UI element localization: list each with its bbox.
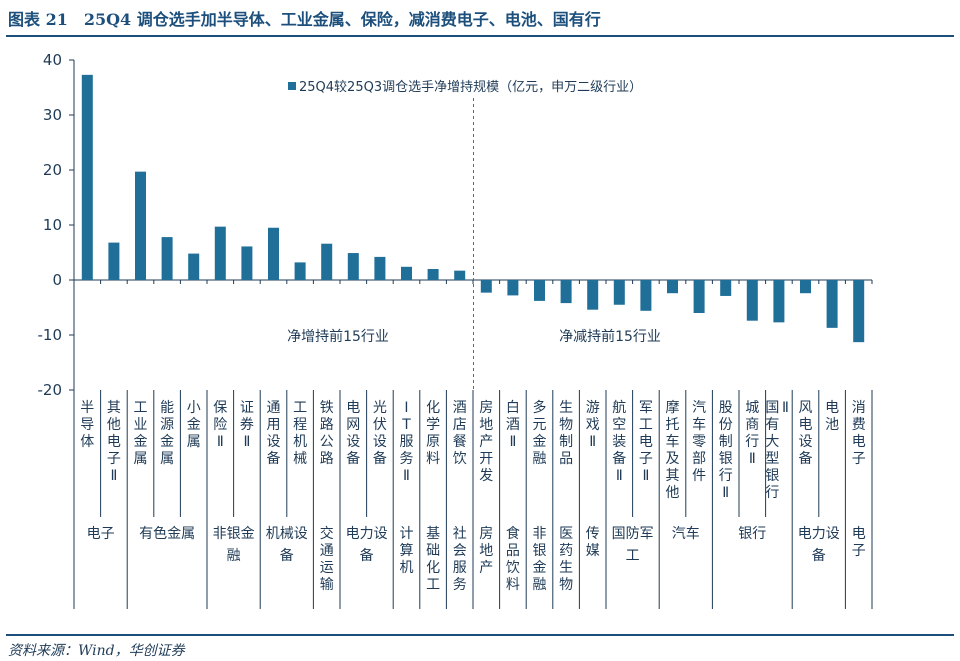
category-label: 证券 Ⅱ [240,400,254,450]
category-label: 白酒 Ⅱ [506,400,520,450]
bar-16 [480,280,492,293]
category-label: 城商行 Ⅱ [745,400,759,467]
group-label: 食品饮料 [506,525,520,593]
bar-22 [640,280,652,311]
source-note: 资料来源：Wind，华创证券 [8,643,185,659]
group-label: 传媒 [586,526,600,559]
category-label: 工程机械 [293,400,307,467]
category-label: 电网设备 [346,400,360,467]
bar-23 [667,280,678,294]
category-label: 铁路公路 [320,400,334,467]
category-label: 光伏设备 [373,400,387,467]
category-label: I T 服务 Ⅱ [400,400,414,484]
bar-24 [693,280,705,313]
bar-11 [347,253,359,280]
group-label: 非银金融 [213,526,255,564]
category-label: 化学原料 [426,400,440,467]
group-label: 汽车 [672,525,700,542]
top-rule [6,35,954,37]
bar-26 [746,280,758,321]
group-label: 交通运输 [320,525,334,593]
group-label: 电子 [852,526,866,559]
bar-15 [454,270,466,280]
group-label: 电子 [87,526,115,542]
legend-label: 25Q4较25Q3调仓选手净增持规模（亿元，申万二级行业） [299,80,642,95]
category-label: 航空装备 Ⅱ [612,400,626,484]
category-label: 股份制银行 Ⅱ [719,400,733,501]
category-label: 风电设备 [799,400,813,467]
bar-12 [374,256,386,280]
annotation-right: 净减持前15行业 [559,328,661,345]
bar-8 [268,227,279,280]
y-tick-label: 20 [43,161,62,179]
y-tick-label: -10 [38,326,63,344]
bar-14 [427,269,439,280]
category-label: 保险 Ⅱ [213,400,227,450]
bar-7 [241,246,253,280]
bar-6 [214,226,226,280]
group-label: 机械设备 [266,526,308,564]
category-label: 工业金属 [134,400,148,467]
category-label: 通用设备 [267,400,281,467]
group-label: 有色金属 [139,525,195,542]
bar-19 [560,280,572,304]
category-label: 小金属 [187,400,201,450]
page-title: 图表 21 25Q4 调仓选手加半导体、工业金属、保险，减消费电子、电池、国有行 [8,10,601,29]
bottom-rule [6,634,954,636]
group-label: 国防军工 [612,526,654,564]
category-label: 军工电子 Ⅱ [639,400,653,484]
bar-4 [161,237,173,280]
bar-27 [773,280,785,323]
bar-9 [294,262,306,280]
category-label: 酒店餐饮 [453,400,467,467]
category-label: 房地产开发 [479,400,493,484]
y-tick-label: -20 [38,381,63,399]
bar-17 [507,280,519,296]
group-label: 社会服务 [453,526,467,593]
legend-swatch [288,82,296,90]
y-tick-label: 0 [52,271,62,289]
bar-29 [826,280,838,328]
category-label: 能源金属 [160,400,174,467]
bar-30 [853,280,865,343]
group-label: 银行 [738,526,766,542]
group-label: 电力设备 [346,526,388,564]
category-label: 汽车零部件 [692,400,706,484]
y-tick-label: 40 [43,51,62,69]
annotation-left: 净增持前15行业 [287,328,389,345]
bar-25 [720,280,732,296]
category-label: 其他电子 Ⅱ [107,400,121,484]
bar-5 [188,253,200,280]
group-label: 电力设备 [798,526,840,564]
bar-1 [81,74,93,280]
bar-20 [587,280,599,310]
category-label: 游戏 Ⅱ [586,400,600,450]
category-label: 多元金融 [533,399,547,467]
bar-18 [534,280,545,301]
bar-28 [800,280,811,294]
category-label: 半导体 [80,400,94,450]
group-label: 非银金融 [533,526,547,593]
bar-chart: 40 30 20 10 0 -10 -20 25Q4较25Q3调仓选手净增持规模（亿元，申万二… [38,51,873,609]
category-label: 生物制品 [559,400,573,467]
category-label: 电池 [825,400,839,433]
y-tick-label: 30 [43,106,62,124]
bar-21 [613,280,625,305]
y-tick-label: 10 [43,216,62,234]
bar-10 [321,243,333,280]
group-label: 房地产 [479,526,493,576]
category-label: 摩托车及其他 [666,399,680,501]
bar-13 [401,266,412,280]
group-label: 基础化工 [426,525,440,593]
category-label: 消费电子 [852,400,866,467]
bar-3 [135,171,146,280]
bar-2 [108,242,120,280]
group-label: 计算机 [400,526,414,576]
group-label: 医药生物 [559,526,573,593]
category-label: 国有大型银行Ⅱ [765,400,788,501]
